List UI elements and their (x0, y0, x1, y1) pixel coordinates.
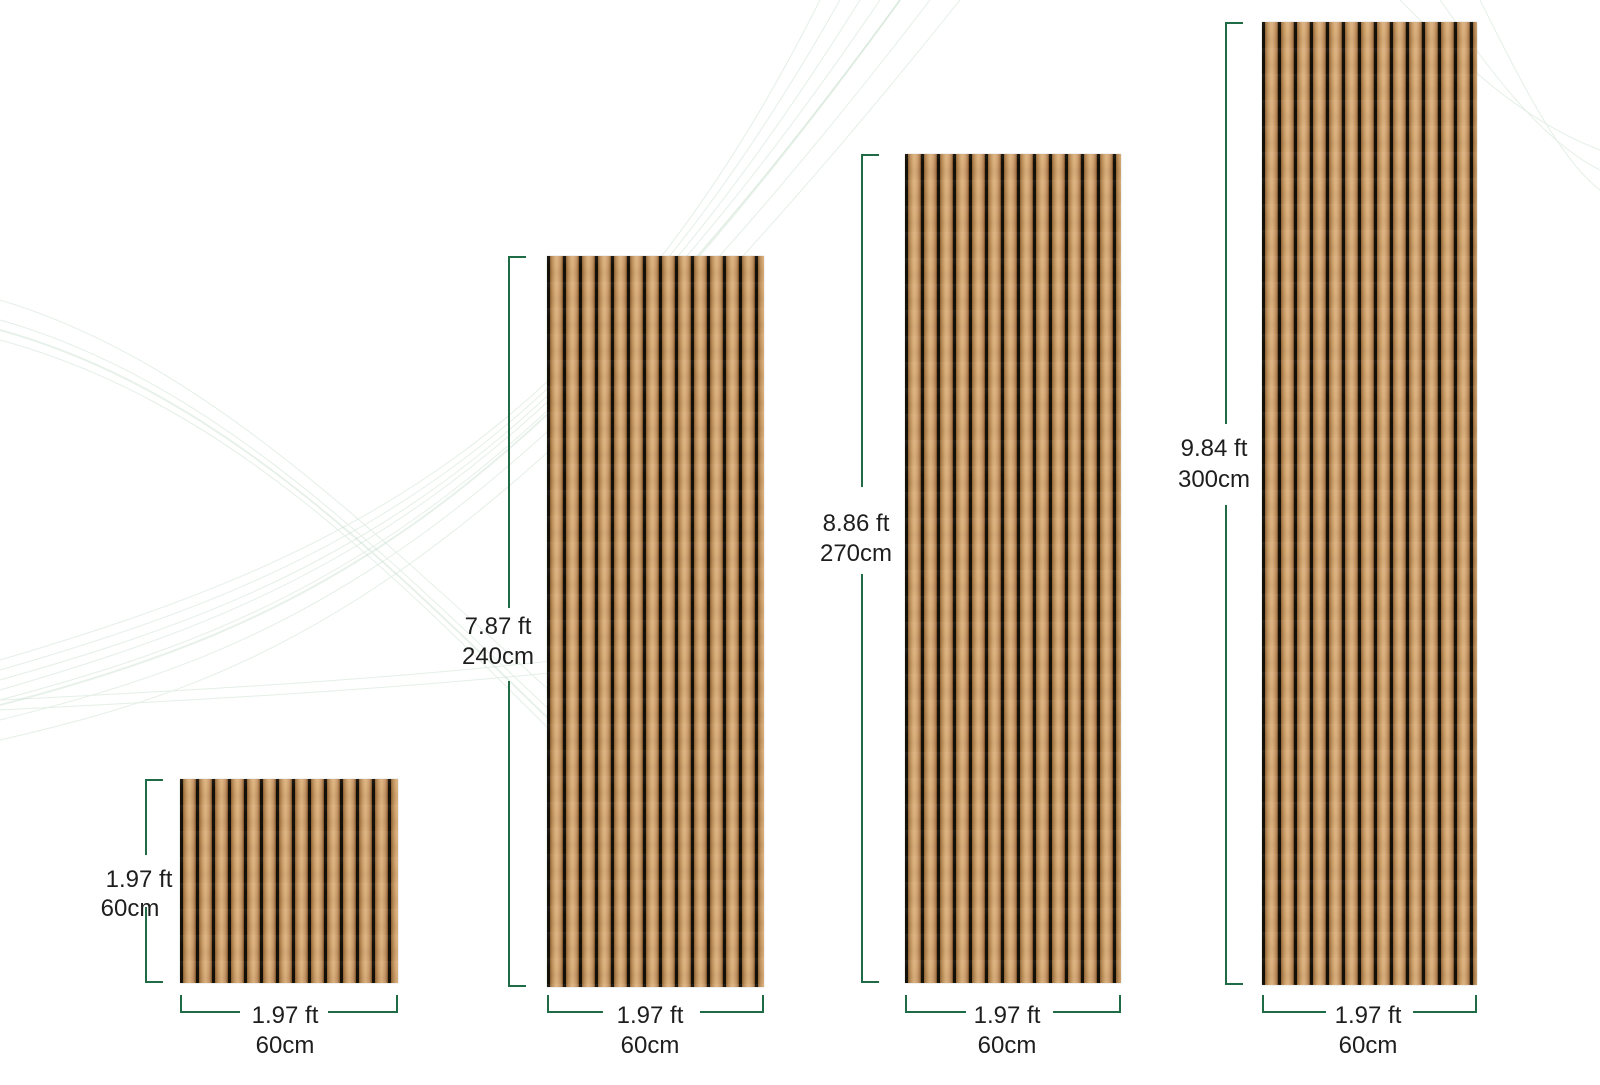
wood-slat-panel-300cm (1262, 22, 1477, 985)
width-label-ft: 1.97 ft (973, 1002, 1041, 1029)
height-label-cm: 60cm (100, 895, 160, 922)
width-label-ft: 1.97 ft (1334, 1002, 1402, 1029)
width-label-cm: 60cm (620, 1032, 680, 1059)
height-label-cm: 270cm (819, 540, 893, 567)
height-label-ft: 7.87 ft (464, 613, 532, 640)
width-label-cm: 60cm (1338, 1032, 1398, 1059)
height-dimension-line (1225, 22, 1243, 985)
height-dimension-line (145, 779, 163, 983)
height-dimension-line (861, 154, 879, 983)
width-dimension-line (547, 995, 764, 1013)
height-label-cm: 300cm (1177, 466, 1251, 493)
wood-slat-panel-270cm (905, 154, 1121, 983)
width-dimension-line (180, 995, 398, 1013)
height-label-cm: 240cm (461, 643, 535, 670)
height-label-ft: 8.86 ft (822, 510, 890, 537)
height-label-ft: 9.84 ft (1180, 435, 1248, 462)
height-dimension-line (508, 256, 526, 987)
width-dimension-line (1262, 995, 1477, 1013)
wood-slat-panel-60cm (180, 779, 398, 983)
width-label-ft: 1.97 ft (616, 1002, 684, 1029)
width-dimension-line (905, 995, 1121, 1013)
width-label-cm: 60cm (255, 1032, 315, 1059)
wood-slat-panel-240cm (547, 256, 764, 987)
width-label-cm: 60cm (977, 1032, 1037, 1059)
width-label-ft: 1.97 ft (251, 1002, 319, 1029)
height-label-ft: 1.97 ft (105, 866, 173, 893)
